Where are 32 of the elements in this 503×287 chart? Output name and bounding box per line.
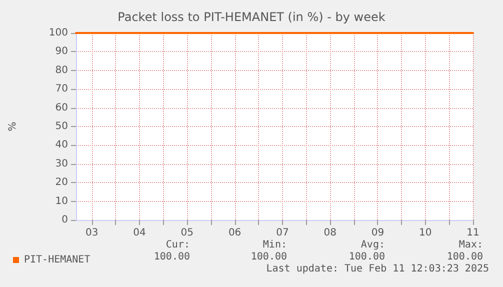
y-tick-label: 70 — [55, 84, 68, 95]
x-tick-label: 10 — [418, 228, 432, 238]
y-axis-title: % — [8, 122, 18, 132]
text: 100.00 — [250, 252, 287, 262]
chart-title: Packet loss to PIT-HEMANET (in %) - by week — [118, 10, 386, 24]
text: Last update: Tue Feb 11 12:03:23 2025 — [266, 264, 490, 274]
text: Max: — [458, 240, 483, 250]
x-tick-label: 03 — [86, 228, 98, 238]
y-tick-label: 100 — [48, 28, 68, 38]
x-tick-label: 07 — [276, 228, 289, 238]
text: Cur: — [166, 240, 190, 250]
y-tick-label: 80 — [55, 64, 68, 76]
legend-label: PIT-HEMANET — [24, 254, 90, 266]
text: 100.00 — [348, 252, 385, 262]
y-tick-label: 50 — [55, 121, 68, 132]
text: 100.00 — [446, 252, 483, 262]
y-tick-label: 20 — [55, 177, 68, 188]
y-tick-label: 60 — [55, 102, 68, 114]
y-tick-label: 10 — [55, 196, 68, 207]
x-tick-label: 04 — [133, 228, 146, 238]
text: Min: — [262, 240, 287, 250]
x-tick-label: 05 — [180, 228, 194, 238]
y-tick-label: 90 — [55, 46, 68, 58]
text: Avg: — [360, 240, 385, 250]
x-tick-label: 06 — [228, 228, 242, 238]
x-tick-label: 08 — [324, 228, 336, 238]
x-tick-label: 09 — [371, 228, 384, 238]
x-tick-label: 11 — [466, 228, 480, 238]
y-tick-label: 30 — [55, 158, 68, 170]
y-tick-label: 40 — [55, 140, 68, 151]
y-tick-label: 0 — [62, 214, 68, 226]
text: 100.00 — [154, 252, 190, 262]
